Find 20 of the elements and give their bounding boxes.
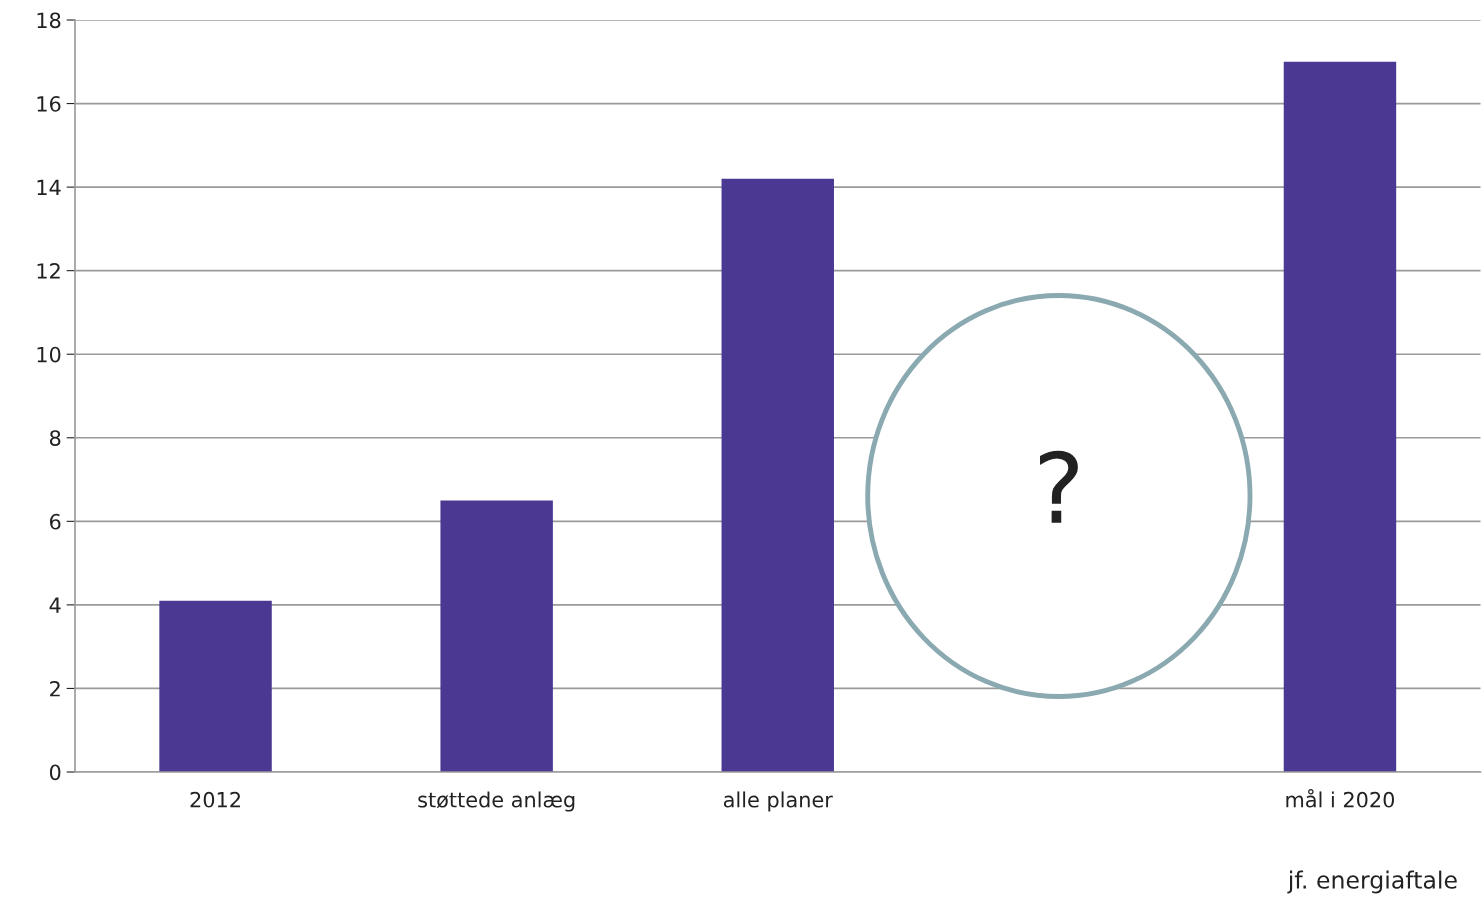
y-tick-label: 2 [50, 680, 60, 697]
text: jf. energiaftale [1287, 870, 1457, 894]
y-tick-label: 14 [37, 179, 61, 196]
x-tick-label: alle planer [723, 791, 833, 812]
y-tick-label: 18 [37, 12, 61, 29]
bar [440, 500, 553, 772]
bar [159, 600, 272, 772]
bar [721, 178, 834, 772]
y-tick-label: 12 [37, 263, 60, 279]
y-tick-label: 0 [49, 764, 61, 781]
y-tick-label: 10 [37, 346, 61, 363]
x-tick-label: 2012 [190, 791, 240, 808]
x-tick-label: støttede anlæg [418, 791, 575, 812]
y-tick-label: 4 [49, 597, 61, 613]
y-tick-label: 8 [49, 430, 61, 446]
y-tick-label: 16 [37, 96, 61, 112]
y-tick-label: 6 [50, 513, 61, 530]
annotation: ? [1040, 450, 1078, 523]
bar [1283, 61, 1397, 772]
x-tick-label: mål i 2020 [1286, 788, 1395, 808]
